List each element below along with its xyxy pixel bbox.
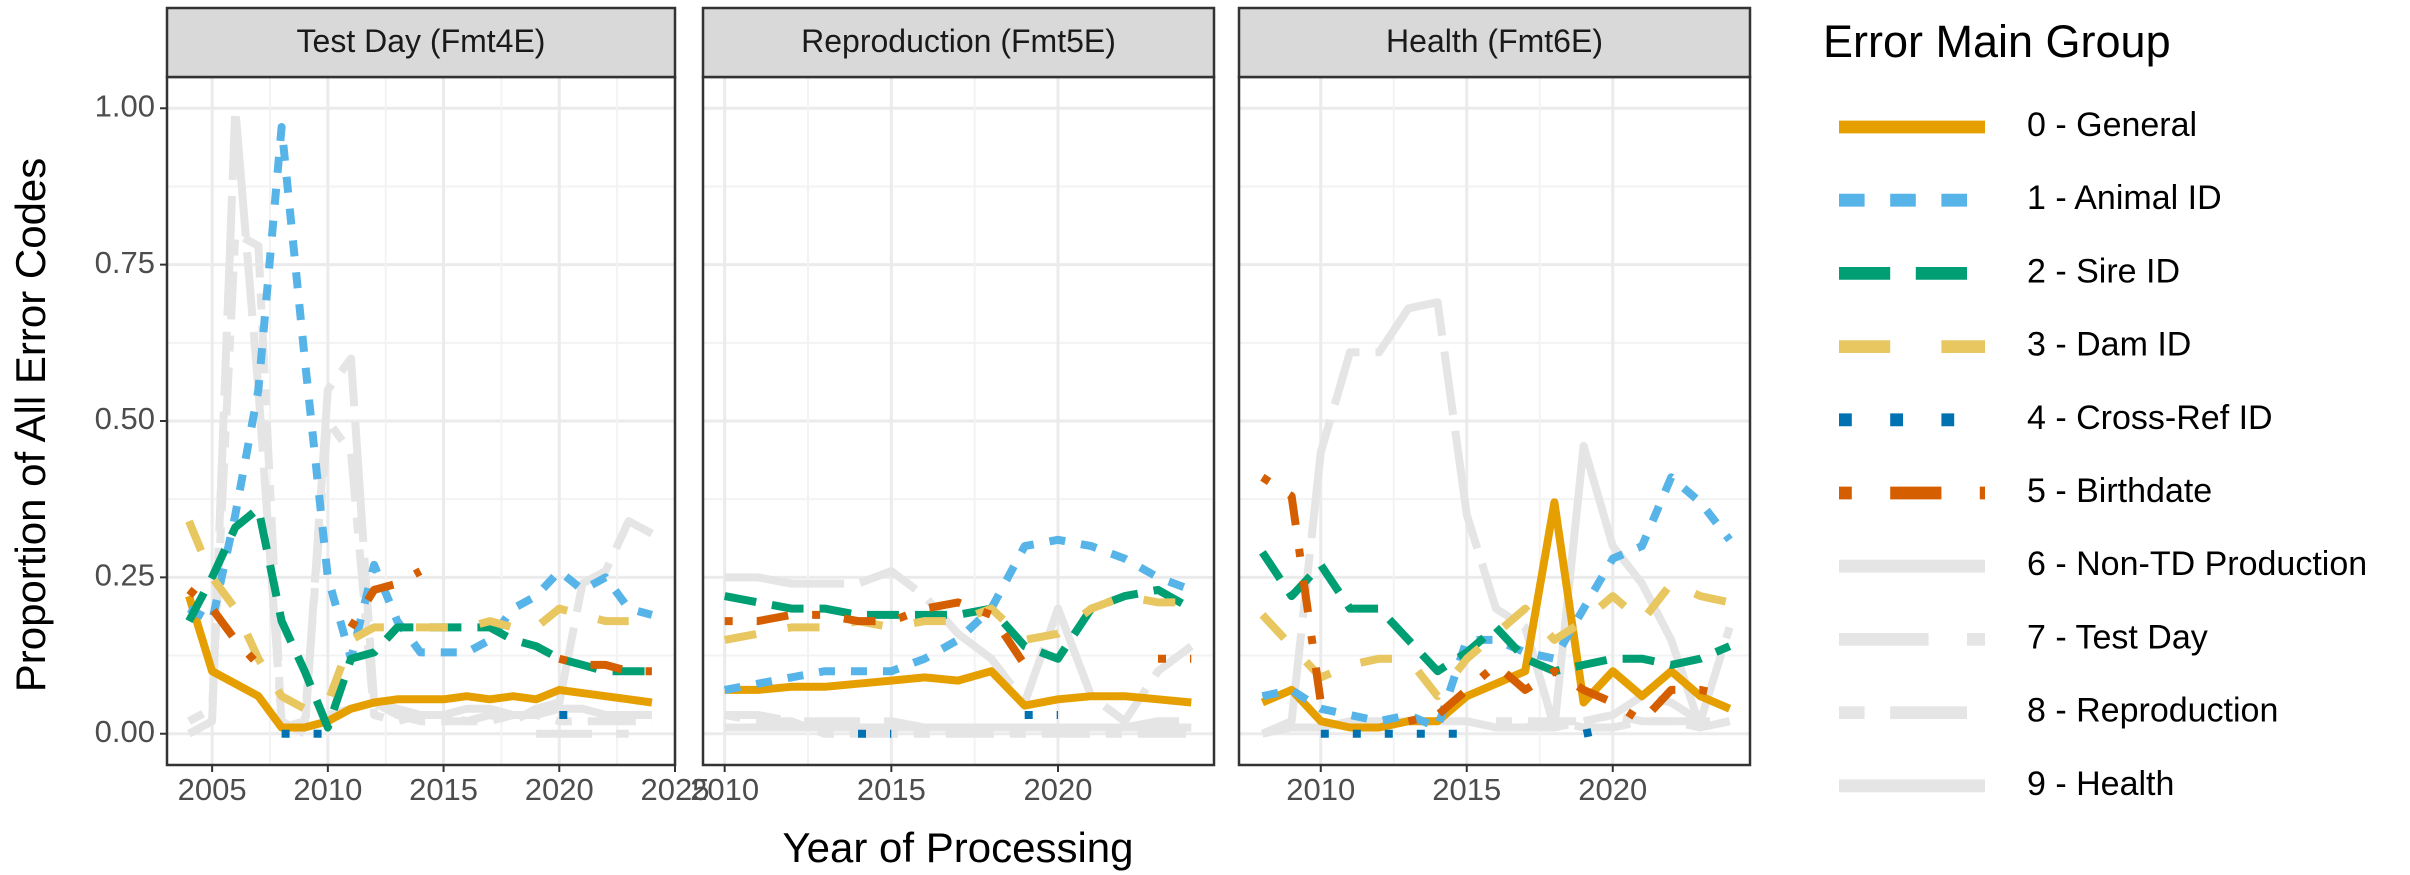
x-tick-label: 2010 [293,772,362,807]
y-tick-label: 1.00 [95,88,155,123]
x-tick-label: 2015 [857,772,926,807]
series-line [724,567,1194,726]
series-group [185,104,654,738]
legend-label: 6 - Non-TD Production [2027,545,2367,583]
x-axis-title: Year of Processing [783,824,1134,871]
legend-label: 3 - Dam ID [2027,326,2191,364]
x-tick-label: 2020 [1024,772,1093,807]
y-tick-label: 0.50 [95,401,155,436]
series-line [185,594,653,732]
series-line [185,504,652,732]
series-line [1259,579,1731,701]
series-line [1260,498,1732,732]
strip [1237,6,1752,79]
x-tick-label: 2015 [409,772,478,807]
x-tick-label: 2020 [1578,772,1647,807]
x-tick-label: 2025 [641,772,710,807]
x-tick-label: 2015 [1432,772,1501,807]
y-tick-label: 0.25 [95,558,155,593]
x-tick-label: 2005 [178,772,247,807]
series-line [187,104,654,738]
y-tick-label: 0.75 [95,245,155,280]
strip [165,6,677,79]
series-line [185,519,629,713]
series-line [724,667,1192,710]
y-tick-label: 0.00 [95,714,155,749]
strip-title: Reproduction (Fmt5E) [801,23,1116,59]
strip [701,6,1216,79]
series-group [723,535,1194,734]
x-tick-label: 2020 [525,772,594,807]
legend-label: 2 - Sire ID [2027,252,2180,290]
legend-label: 8 - Reproduction [2027,692,2278,730]
legend-label: 9 - Health [2027,765,2174,803]
x-tick-label: 2010 [1286,772,1355,807]
strip-title: Test Day (Fmt4E) [297,23,546,59]
legend-title: Error Main Group [1823,16,2171,67]
series-line [186,567,652,676]
series-line [1260,298,1734,738]
legend-label: 5 - Birthdate [2027,472,2212,510]
legend-label: 0 - General [2027,106,2197,144]
legend-label: 7 - Test Day [2027,618,2208,656]
legend-label: 4 - Cross-Ref ID [2027,399,2273,437]
y-axis-title: Proportion of All Error Codes [7,158,54,693]
series-line [724,598,1192,668]
series-line [1259,550,1732,676]
series-line [1496,711,1731,732]
strip-title: Health (Fmt6E) [1386,23,1603,59]
series-group [1259,298,1734,738]
series-line [723,585,1194,663]
series-line [723,592,1192,644]
series-line [187,123,653,663]
x-tick-label: 2010 [690,772,759,807]
series-line [1260,473,1731,726]
series-line [723,535,1193,694]
legend-label: 1 - Animal ID [2027,179,2222,217]
